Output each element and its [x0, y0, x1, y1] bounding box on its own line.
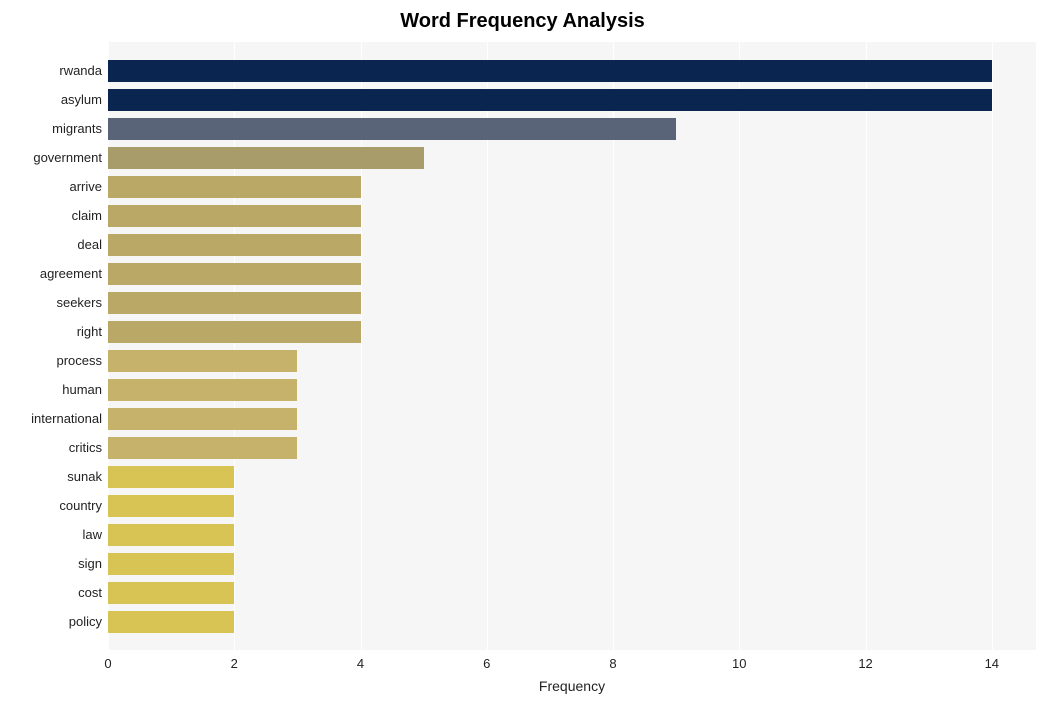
bar	[108, 437, 297, 459]
bar	[108, 582, 234, 604]
y-tick-label: critics	[69, 440, 102, 455]
y-tick-label: arrive	[69, 179, 102, 194]
y-tick-label: seekers	[56, 295, 102, 310]
bar	[108, 118, 676, 140]
bar	[108, 611, 234, 633]
bar	[108, 147, 424, 169]
bar	[108, 234, 361, 256]
bar	[108, 524, 234, 546]
y-tick-label: asylum	[61, 92, 102, 107]
x-tick-label: 0	[93, 656, 123, 671]
bar	[108, 292, 361, 314]
bar	[108, 553, 234, 575]
bar	[108, 466, 234, 488]
bar	[108, 60, 992, 82]
x-axis-label: Frequency	[108, 678, 1036, 694]
y-tick-label: process	[56, 353, 102, 368]
bar	[108, 408, 297, 430]
bar	[108, 205, 361, 227]
y-tick-label: claim	[72, 208, 102, 223]
y-tick-label: policy	[69, 614, 102, 629]
y-tick-label: migrants	[52, 121, 102, 136]
x-tick-label: 6	[472, 656, 502, 671]
x-tick-label: 12	[851, 656, 881, 671]
bar	[108, 321, 361, 343]
y-tick-label: agreement	[40, 266, 102, 281]
y-tick-label: law	[82, 527, 102, 542]
y-tick-label: human	[62, 382, 102, 397]
plot-area	[108, 42, 1036, 650]
bar	[108, 495, 234, 517]
bar	[108, 263, 361, 285]
bar	[108, 89, 992, 111]
y-tick-label: sunak	[67, 469, 102, 484]
chart-title: Word Frequency Analysis	[0, 10, 1045, 33]
y-tick-label: government	[33, 150, 102, 165]
y-tick-label: country	[59, 498, 102, 513]
x-tick-label: 14	[977, 656, 1007, 671]
x-tick-label: 4	[346, 656, 376, 671]
grid-line	[992, 42, 993, 650]
grid-line	[866, 42, 867, 650]
x-tick-label: 2	[219, 656, 249, 671]
bar	[108, 350, 297, 372]
y-tick-label: international	[31, 411, 102, 426]
x-tick-label: 10	[724, 656, 754, 671]
y-tick-label: deal	[77, 237, 102, 252]
grid-line	[739, 42, 740, 650]
bar	[108, 379, 297, 401]
bar	[108, 176, 361, 198]
word-frequency-chart: Word Frequency Analysis rwanda asylum migr…	[0, 0, 1045, 701]
y-tick-label: cost	[78, 585, 102, 600]
y-tick-label: right	[77, 324, 102, 339]
y-tick-label: sign	[78, 556, 102, 571]
y-tick-label: rwanda	[59, 63, 102, 78]
x-tick-label: 8	[598, 656, 628, 671]
